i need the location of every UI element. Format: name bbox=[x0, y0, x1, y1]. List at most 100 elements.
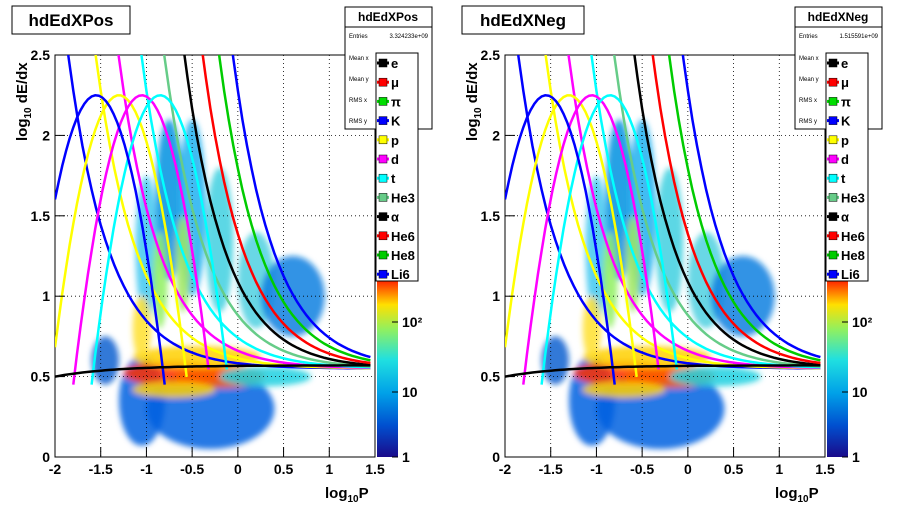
legend-entry: He6 bbox=[391, 229, 415, 244]
band-curve bbox=[231, 55, 371, 359]
stats-header: hdEdXNeg bbox=[808, 10, 869, 24]
legend-marker bbox=[828, 97, 838, 106]
title-box bbox=[461, 5, 585, 35]
electron-curve bbox=[55, 364, 371, 378]
plot-title: hdEdXNeg bbox=[480, 11, 566, 30]
band-curve bbox=[651, 55, 821, 365]
x-tick-label: 1.5 bbox=[365, 461, 385, 477]
palette-bar bbox=[377, 280, 398, 457]
legend-marker bbox=[828, 173, 838, 183]
x-tick-label: 0 bbox=[684, 461, 692, 477]
legend-marker bbox=[378, 250, 388, 260]
legend-entry: He8 bbox=[391, 248, 415, 263]
electron-curve bbox=[505, 364, 821, 378]
band-curve bbox=[590, 55, 821, 369]
y-tick-label: 1.5 bbox=[31, 208, 51, 224]
legend-marker bbox=[378, 116, 388, 125]
legend-entry: d bbox=[391, 152, 399, 167]
legend-marker bbox=[828, 250, 838, 260]
density-blob bbox=[582, 296, 601, 361]
plot-title: hdEdXPos bbox=[28, 11, 113, 30]
density-blob bbox=[582, 381, 665, 398]
legend-marker bbox=[828, 212, 838, 221]
legend-entry: μ bbox=[391, 75, 399, 90]
legend-marker bbox=[378, 97, 388, 106]
legend-frame bbox=[825, 52, 869, 282]
x-tick-label: 0.5 bbox=[724, 461, 744, 477]
legend-marker bbox=[828, 135, 838, 145]
legend-marker bbox=[378, 173, 388, 183]
title-box bbox=[11, 5, 131, 35]
density-blob bbox=[91, 336, 119, 385]
palette-tick-label: 10² bbox=[402, 314, 423, 330]
legend-entry: Li6 bbox=[841, 267, 860, 282]
palette-bar bbox=[827, 280, 848, 457]
legend-marker bbox=[378, 135, 388, 145]
x-tick-label: -0.5 bbox=[630, 461, 654, 477]
legend-entry: d bbox=[841, 152, 849, 167]
x-tick-label: 1 bbox=[775, 461, 783, 477]
legend-marker bbox=[378, 154, 388, 164]
legend-marker bbox=[378, 58, 388, 68]
density-blob bbox=[132, 296, 152, 361]
band-curve bbox=[505, 94, 638, 378]
density-blob bbox=[669, 366, 761, 387]
band-curve bbox=[55, 94, 188, 378]
band-curves bbox=[505, 55, 821, 385]
band-curve bbox=[55, 94, 166, 385]
palette-tick-label: 10 bbox=[402, 384, 418, 400]
x-tick-label: -1.5 bbox=[89, 461, 113, 477]
y-tick-label: 2 bbox=[492, 127, 500, 143]
panel-hdEdXNeg: -2 -1.5 -1 -0.5 0 0.5 1 1.5 0 0.5 1 1.5 2 2.5 log10P lo… bbox=[461, 5, 883, 505]
legend-entry: t bbox=[841, 171, 846, 186]
legend-entry: He8 bbox=[841, 248, 865, 263]
legend-marker bbox=[828, 269, 838, 279]
stats-row-label: RMS y bbox=[799, 119, 817, 125]
legend-entry: He3 bbox=[841, 190, 865, 205]
legend-marker bbox=[828, 154, 838, 164]
legend-entry: p bbox=[391, 133, 399, 148]
legend-entry: μ bbox=[841, 75, 849, 90]
legend-marker bbox=[828, 58, 838, 68]
density-blob bbox=[655, 167, 684, 313]
legend-marker bbox=[378, 193, 388, 202]
legend-marker bbox=[828, 116, 838, 125]
y-tick-label: 1 bbox=[492, 288, 500, 304]
palette-tick-label: 1 bbox=[402, 449, 410, 465]
x-axis-label: log10P bbox=[775, 485, 819, 505]
legend-frame bbox=[375, 52, 419, 282]
legend-entry: α bbox=[841, 210, 849, 225]
palette-tick-label: 1 bbox=[852, 449, 860, 465]
x-tick-label: -1 bbox=[590, 461, 603, 477]
x-axis-label: log10P bbox=[325, 485, 369, 505]
band-curve bbox=[217, 55, 371, 362]
legend-marker bbox=[378, 269, 388, 279]
density-blob bbox=[152, 231, 168, 329]
band-curve bbox=[183, 55, 371, 367]
y-axis-label: log10 dE/dx bbox=[14, 62, 34, 141]
stats-entries-value: 3.324233e+09 bbox=[389, 34, 428, 40]
stats-entries-label: Entries bbox=[349, 34, 368, 40]
density-blob bbox=[132, 381, 215, 398]
stats-header: hdEdXPos bbox=[358, 10, 418, 24]
density-blob bbox=[602, 231, 618, 329]
band-curve bbox=[72, 94, 210, 385]
legend-entry: p bbox=[841, 133, 849, 148]
color-palette: 1 10 10² bbox=[827, 280, 873, 465]
color-palette: 1 10 10² bbox=[377, 280, 423, 465]
band-curve bbox=[505, 94, 616, 385]
y-tick-label: 1.5 bbox=[481, 208, 501, 224]
x-tick-label: -0.5 bbox=[180, 461, 204, 477]
palette-tick-label: 10 bbox=[852, 384, 868, 400]
legend-entry: π bbox=[841, 94, 851, 109]
panel-hdEdXPos: -2 -1.5 -1 -0.5 0 0.5 1 1.5 0 0.5 1 1.5 2 2.5 log10P lo… bbox=[11, 5, 433, 505]
stats-row-label: RMS x bbox=[349, 98, 367, 104]
stats-row-label: RMS x bbox=[799, 98, 817, 104]
band-curve bbox=[667, 55, 821, 362]
legend-marker bbox=[828, 77, 838, 87]
band-curve bbox=[90, 94, 229, 385]
legend-entry: e bbox=[391, 56, 398, 71]
legend-marker bbox=[378, 231, 388, 241]
legend-marker bbox=[828, 231, 838, 241]
